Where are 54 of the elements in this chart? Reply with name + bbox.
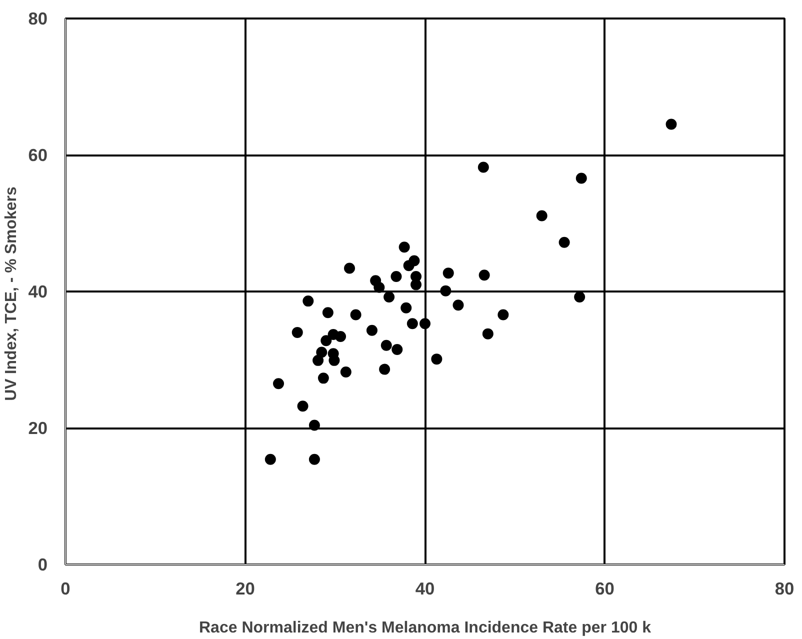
point xyxy=(335,331,346,342)
point xyxy=(400,302,412,314)
point xyxy=(431,354,442,365)
point xyxy=(308,420,320,431)
x-tick-label: 20 xyxy=(236,578,255,598)
y-tick-label: 40 xyxy=(28,282,48,302)
point xyxy=(420,318,430,330)
point xyxy=(318,372,329,384)
point xyxy=(322,307,334,318)
point xyxy=(379,364,390,375)
point xyxy=(312,354,324,366)
point xyxy=(536,210,548,222)
point xyxy=(308,454,320,465)
point xyxy=(292,326,303,338)
point xyxy=(340,366,352,378)
point xyxy=(410,279,422,290)
point xyxy=(384,291,395,302)
point xyxy=(390,270,402,282)
point xyxy=(392,344,403,356)
point xyxy=(297,400,308,412)
point xyxy=(398,242,410,253)
point xyxy=(302,296,314,307)
point xyxy=(350,309,362,320)
x-tick-label: 60 xyxy=(595,578,614,598)
point xyxy=(273,378,284,390)
point xyxy=(666,118,677,130)
point xyxy=(576,172,587,184)
point xyxy=(478,162,489,173)
y-axis-title: UV Index, TCE, - % Smokers xyxy=(3,186,20,401)
point xyxy=(320,335,332,346)
point xyxy=(366,324,378,336)
point xyxy=(440,285,452,296)
point xyxy=(406,318,418,330)
point xyxy=(498,309,509,320)
point xyxy=(403,260,414,272)
x-tick-label: 0 xyxy=(60,578,70,598)
point xyxy=(442,268,454,279)
y-tick-label: 80 xyxy=(28,8,48,28)
y-tick-label: 0 xyxy=(38,554,48,574)
point xyxy=(574,291,586,302)
point xyxy=(558,236,570,248)
y-tick-label: 20 xyxy=(28,418,48,438)
y-tick-label: 60 xyxy=(28,145,48,165)
point xyxy=(482,328,494,340)
point xyxy=(316,346,328,358)
point xyxy=(452,300,464,311)
point xyxy=(374,282,385,293)
point xyxy=(478,270,490,281)
x-tick-label: 40 xyxy=(415,578,435,598)
x-axis-title: Race Normalized Men's Melanoma Incidence Rate per 100 k xyxy=(199,620,652,636)
point xyxy=(264,454,276,465)
x-tick-label: 80 xyxy=(774,578,794,598)
point xyxy=(344,262,356,274)
point xyxy=(380,340,392,351)
